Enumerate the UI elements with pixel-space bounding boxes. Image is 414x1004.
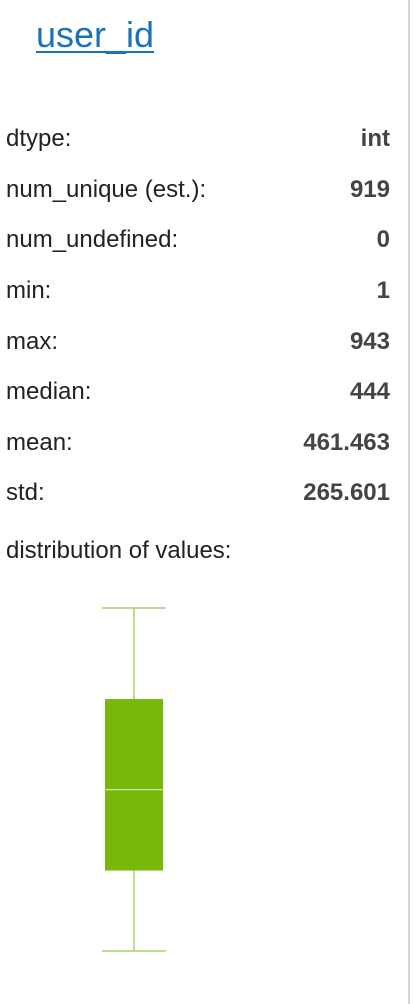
stat-label: num_undefined: [6,226,179,254]
stat-label: num_unique (est.): [6,175,207,203]
stat-label: mean: [6,428,73,456]
stat-row-min: min: 1 [6,266,390,317]
stat-value: 1 [376,277,390,305]
stats-table: dtype: int num_unique (est.): 919 num_un… [6,114,390,519]
stat-label: min: [6,277,52,305]
boxplot-chart [102,607,166,952]
column-title-link[interactable]: user_id [36,14,155,55]
stat-value: int [360,125,390,153]
distribution-label: distribution of values: [6,537,232,564]
stat-value: 919 [349,175,390,203]
boxplot-box [105,699,163,871]
stat-value: 0 [376,226,390,254]
stat-label: median: [6,378,92,406]
stat-value: 461.463 [303,428,390,456]
stat-row-max: max: 943 [6,316,390,367]
stat-row-median: median: 444 [6,367,390,418]
stat-label: std: [6,479,45,507]
stat-row-mean: mean: 461.463 [6,418,390,469]
stat-label: dtype: [6,125,72,153]
stat-label: max: [6,327,59,355]
stat-row-num-unique: num_unique (est.): 919 [6,165,390,216]
stat-row-std: std: 265.601 [6,468,390,519]
stat-value: 265.601 [303,479,390,507]
stat-row-dtype: dtype: int [6,114,390,165]
stat-value: 943 [349,327,390,355]
stat-row-num-undefined: num_undefined: 0 [6,215,390,266]
stat-value: 444 [349,378,390,406]
panel-divider [408,0,410,1004]
